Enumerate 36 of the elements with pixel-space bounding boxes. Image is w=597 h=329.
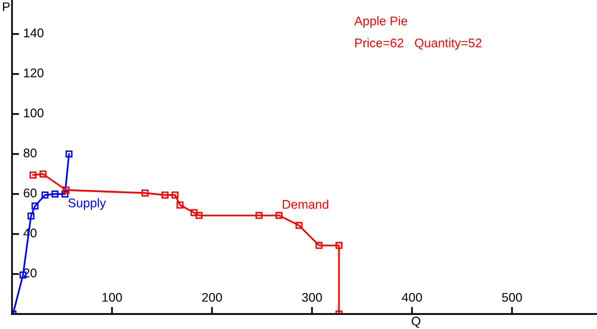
point — [296, 222, 302, 229]
point — [190, 209, 198, 216]
point — [256, 212, 262, 219]
point — [162, 192, 168, 198]
point — [66, 150, 72, 158]
y-tick-label: 120 — [24, 68, 44, 78]
point — [52, 190, 58, 198]
x-tick-label: 500 — [502, 292, 522, 302]
point — [62, 190, 68, 198]
y-tick-label: 140 — [24, 28, 44, 38]
point — [42, 192, 48, 198]
point — [196, 212, 202, 219]
series-label: Supply — [68, 198, 106, 210]
point — [142, 190, 148, 196]
point — [336, 242, 342, 249]
x-tick-label: 100 — [102, 292, 122, 302]
series-label: Demand — [282, 200, 328, 209]
x-tick-label: 200 — [202, 292, 222, 302]
x-axis-title: Q — [412, 316, 420, 328]
x-tick-label: 300 — [302, 292, 322, 302]
point — [62, 186, 70, 194]
annotation: Price=62 Quantity=52 — [355, 38, 482, 50]
point — [40, 170, 46, 178]
point — [32, 202, 38, 210]
point — [30, 172, 36, 178]
point — [28, 212, 34, 220]
point — [176, 202, 184, 208]
y-tick-label: 100 — [24, 108, 44, 118]
y-tick-label: 60 — [24, 188, 37, 198]
x-tick-label: 400 — [402, 292, 422, 302]
annotation: Apple Pie — [354, 16, 408, 28]
y-tick-label: 80 — [24, 148, 37, 158]
y-axis-title: P — [3, 2, 10, 12]
point — [172, 192, 178, 198]
point — [276, 212, 282, 219]
point — [316, 242, 322, 249]
